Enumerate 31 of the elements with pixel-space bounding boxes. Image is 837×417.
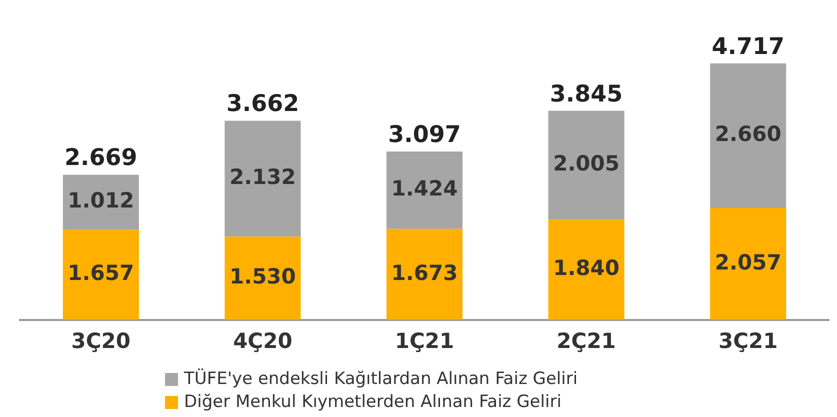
legend-label: Diğer Menkul Kıymetlerden Alınan Faiz Geliri	[184, 391, 562, 414]
legend-label: TÜFE'ye endeksli Kağıtlardan Alınan Faiz Geliri	[184, 368, 578, 391]
x-tick-label: 3Ç21	[718, 328, 778, 353]
bar	[386, 151, 463, 229]
bar	[710, 208, 786, 320]
bar	[224, 120, 301, 237]
total-label: 3.662	[226, 91, 300, 118]
bar	[62, 230, 139, 320]
data-label: 2.660	[714, 122, 782, 146]
bar	[548, 220, 624, 320]
total-label: 3.845	[550, 81, 623, 108]
data-label: 2.132	[229, 165, 296, 190]
data-label: 1.657	[68, 261, 134, 286]
data-label: 2.057	[714, 250, 782, 274]
bar	[548, 110, 624, 220]
total-label: 3.097	[388, 122, 461, 148]
bar	[224, 236, 301, 320]
total-label: 2.669	[64, 145, 138, 172]
x-tick-label: 3Ç20	[71, 328, 131, 353]
data-label: 1.840	[553, 256, 620, 280]
data-label: 1.530	[229, 264, 296, 289]
data-label: 1.673	[391, 260, 458, 285]
data-label: 2.005	[553, 152, 620, 176]
x-tick-label: 4Ç20	[233, 328, 292, 353]
x-tick-label: 1Ç21	[394, 328, 454, 353]
data-label: 1.012	[68, 188, 134, 213]
total-label: 4.717	[712, 34, 784, 60]
bar	[386, 228, 463, 320]
bar	[710, 63, 786, 208]
x-tick-label: 2Ç21	[556, 328, 616, 353]
data-label: 1.424	[391, 176, 458, 201]
